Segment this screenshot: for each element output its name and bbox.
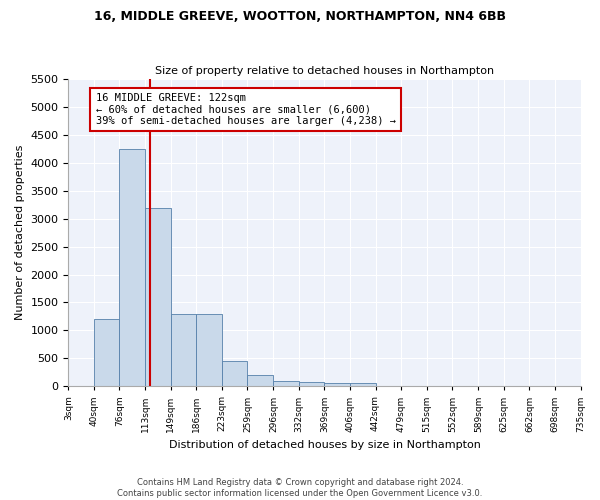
Bar — [350, 384, 376, 386]
Bar — [247, 375, 274, 386]
Title: Size of property relative to detached houses in Northampton: Size of property relative to detached ho… — [155, 66, 494, 76]
Bar — [145, 208, 170, 386]
Bar — [223, 361, 247, 386]
Bar — [170, 314, 196, 386]
Bar — [196, 314, 223, 386]
Bar — [119, 149, 145, 386]
Bar — [94, 319, 119, 386]
Bar — [274, 380, 299, 386]
Text: 16 MIDDLE GREEVE: 122sqm
← 60% of detached houses are smaller (6,600)
39% of sem: 16 MIDDLE GREEVE: 122sqm ← 60% of detach… — [95, 93, 395, 126]
Bar — [325, 384, 350, 386]
Y-axis label: Number of detached properties: Number of detached properties — [15, 145, 25, 320]
X-axis label: Distribution of detached houses by size in Northampton: Distribution of detached houses by size … — [169, 440, 481, 450]
Text: 16, MIDDLE GREEVE, WOOTTON, NORTHAMPTON, NN4 6BB: 16, MIDDLE GREEVE, WOOTTON, NORTHAMPTON,… — [94, 10, 506, 23]
Text: Contains HM Land Registry data © Crown copyright and database right 2024.
Contai: Contains HM Land Registry data © Crown c… — [118, 478, 482, 498]
Bar — [299, 382, 325, 386]
